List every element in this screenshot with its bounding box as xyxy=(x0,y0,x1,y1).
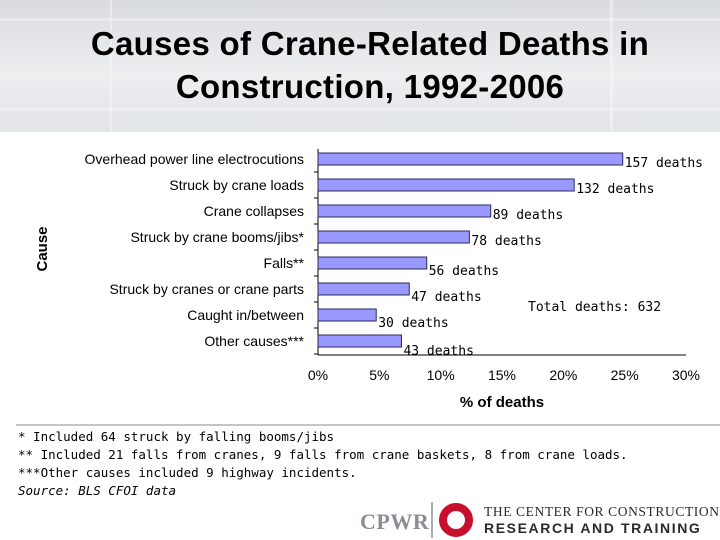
logo-ring-icon xyxy=(439,503,473,537)
bar xyxy=(317,204,492,218)
title-line-2: Construction, 1992-2006 xyxy=(175,68,565,105)
category-label: Overhead power line electrocutions xyxy=(85,151,304,167)
bar xyxy=(317,334,402,348)
category-label: Other causes*** xyxy=(204,333,304,349)
data-label: 47 deaths xyxy=(411,290,481,305)
x-tick-label: 10% xyxy=(427,367,455,383)
chart-area: Overhead power line electrocutions 157 de… xyxy=(16,137,720,427)
bar xyxy=(317,152,624,166)
logo-org-line-1: THE CENTER FOR CONSTRUCTION xyxy=(484,504,720,519)
category-label: Caught in/between xyxy=(187,307,304,323)
category-label: Struck by cranes or crane parts xyxy=(109,281,304,297)
category-label: Struck by crane booms/jibs* xyxy=(130,229,304,245)
data-label: 157 deaths xyxy=(625,156,703,171)
footnote-1: * Included 64 struck by falling booms/ji… xyxy=(18,429,335,444)
logo-divider xyxy=(431,502,433,538)
bar xyxy=(317,282,410,296)
x-tick-label: 0% xyxy=(308,367,328,383)
y-axis-title: Cause xyxy=(34,226,51,271)
data-label: 89 deaths xyxy=(493,208,563,223)
category-label: Struck by crane loads xyxy=(169,177,304,193)
logo-short-name: CPWR xyxy=(360,509,430,534)
data-label: 132 deaths xyxy=(576,182,654,197)
x-tick-label: 20% xyxy=(549,367,577,383)
footnote-2: ** Included 21 falls from cranes, 9 fall… xyxy=(18,447,628,462)
title-line-1: Causes of Crane-Related Deaths in xyxy=(90,25,650,62)
bar xyxy=(317,230,470,244)
source-note: Source: BLS CFOI data xyxy=(18,483,177,498)
bar xyxy=(317,256,428,270)
category-label: Crane collapses xyxy=(204,203,304,219)
footnotes: * Included 64 struck by falling booms/ji… xyxy=(18,428,708,500)
bar-chart: Overhead power line electrocutions 157 de… xyxy=(16,149,720,426)
data-label: 56 deaths xyxy=(429,264,499,279)
cpwr-logo: CPWR THE CENTER FOR CONSTRUCTION RESEARC… xyxy=(358,500,720,540)
category-label: Falls** xyxy=(264,255,305,271)
title-banner: Causes of Crane-Related Deaths in Constr… xyxy=(0,0,720,132)
data-label: 30 deaths xyxy=(378,316,448,331)
x-tick-label: 15% xyxy=(488,367,516,383)
x-tick-label: 25% xyxy=(611,367,639,383)
bar xyxy=(317,178,575,192)
data-label: 43 deaths xyxy=(403,344,473,359)
x-tick-label: 30% xyxy=(672,367,700,383)
page-title: Causes of Crane-Related Deaths in Constr… xyxy=(0,22,720,108)
logo-org-line-2: RESEARCH AND TRAINING xyxy=(484,520,702,536)
data-label: 78 deaths xyxy=(471,234,541,249)
footnote-3: ***Other causes included 9 highway incid… xyxy=(18,465,357,480)
x-axis-title: % of deaths xyxy=(460,394,544,411)
total-deaths-label: Total deaths: 632 xyxy=(528,300,661,315)
bar xyxy=(317,308,377,322)
x-tick-label: 5% xyxy=(369,367,389,383)
